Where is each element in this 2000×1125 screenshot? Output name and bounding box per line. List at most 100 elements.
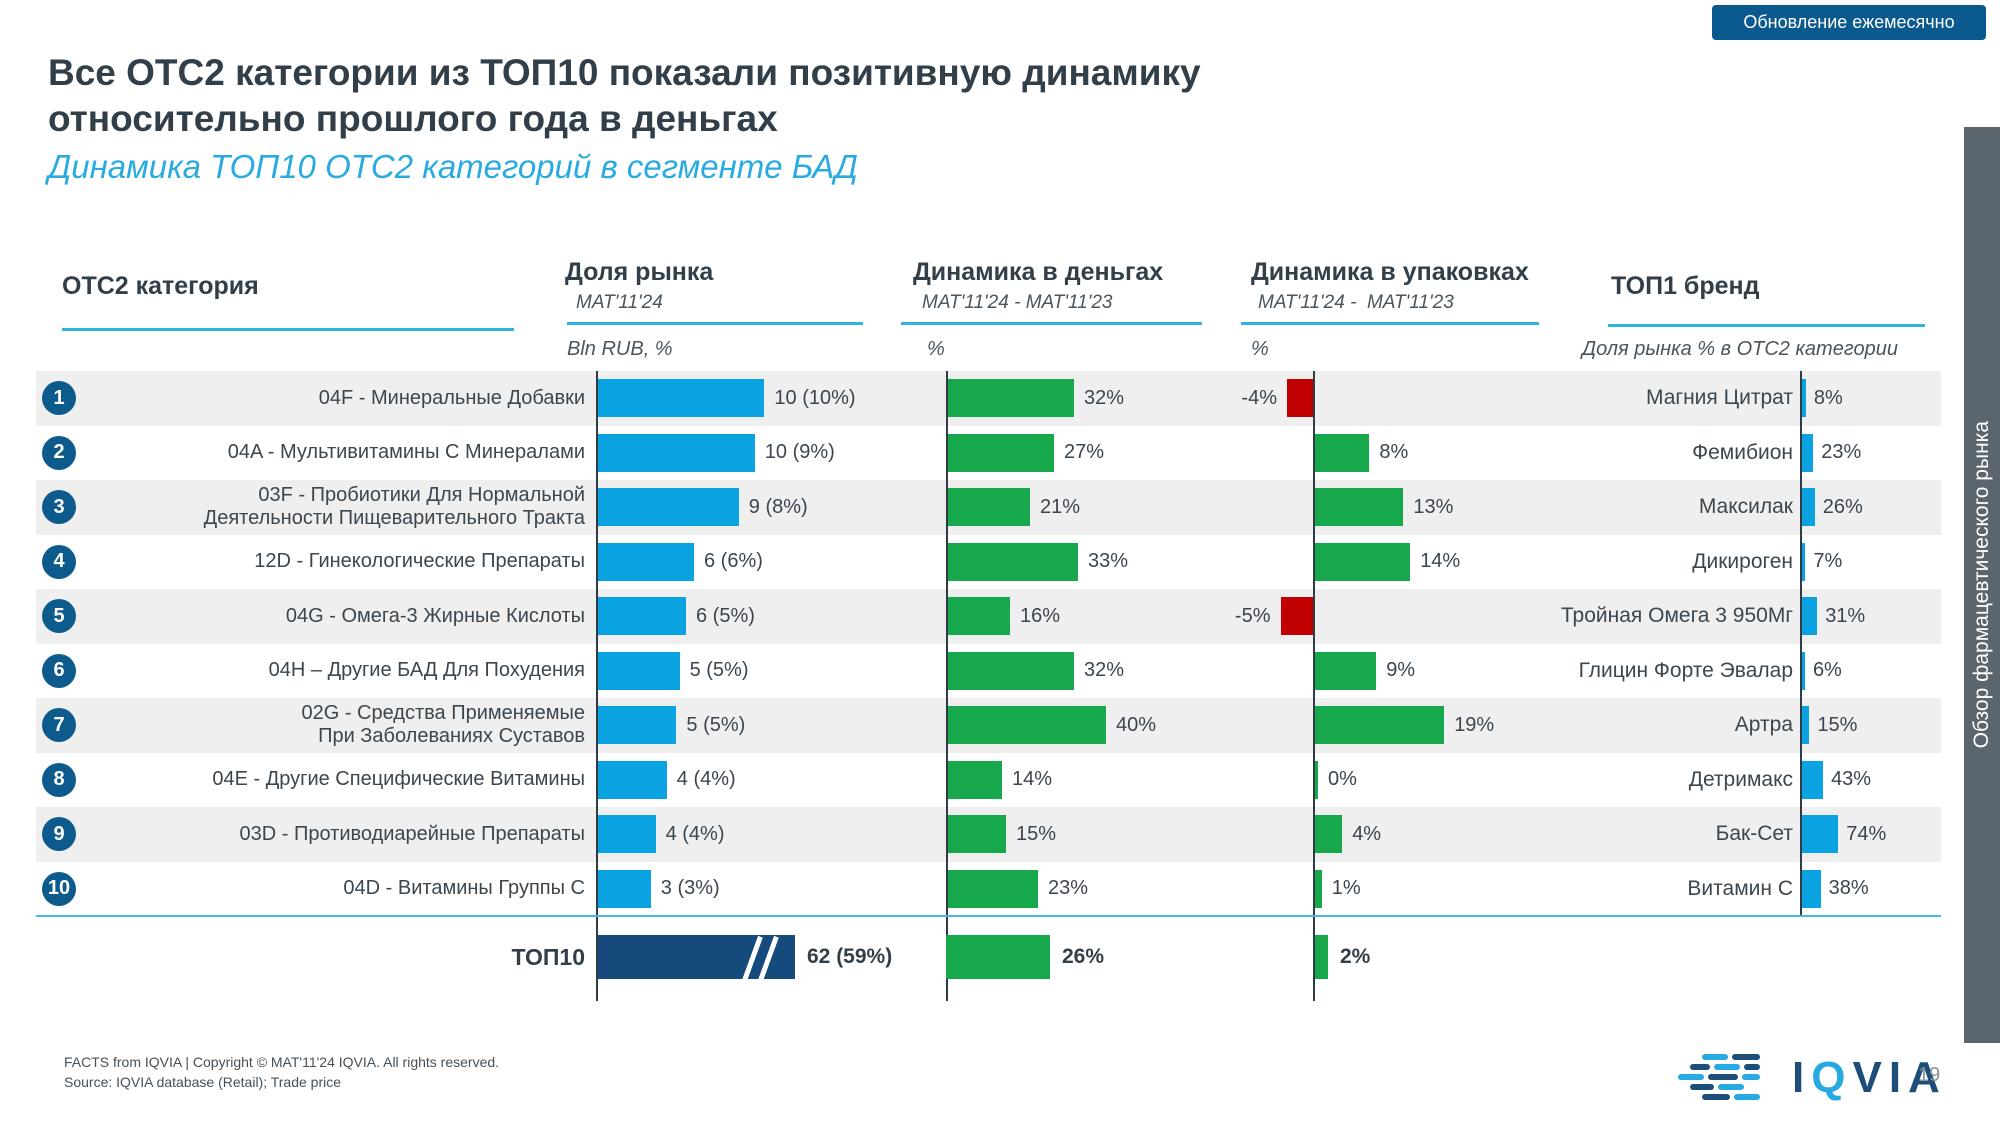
- table-row: 8 04E - Другие Специфические Витамины 4 (4…: [36, 752, 1941, 807]
- packs-growth-value: 0%: [1328, 768, 1357, 791]
- money-growth-bar: [946, 815, 1006, 853]
- category-label-line: 04F - Минеральные Добавки: [318, 386, 585, 409]
- category-label: 02G - Средства Применяемые При Заболевани…: [106, 698, 585, 753]
- category-label-line: 04A - Мультивитамины С Минералами: [227, 441, 585, 464]
- category-label-line: 03D - Противодиарейные Препараты: [239, 822, 585, 845]
- footer-line1: FACTS from IQVIA | Copyright © MAT'11'24…: [64, 1054, 500, 1070]
- brand-share-bar: [1802, 433, 1814, 472]
- share-value: 6 (5%): [696, 604, 755, 627]
- rank-badge: 8: [42, 762, 76, 797]
- packs-growth-bar: [1315, 433, 1370, 472]
- badge-label: Обновление ежемесячно: [1743, 12, 1955, 32]
- brand-share-bar: [1802, 651, 1805, 690]
- brand-share-bar: [1802, 542, 1806, 581]
- table-row: 5 04G - Омега-3 Жирные Кислоты 6 (5%) 16% -5…: [36, 589, 1941, 644]
- underline-category: [62, 328, 514, 331]
- col-unit-packs: %: [1251, 338, 1269, 360]
- category-label: 03F - Пробиотики Для Нормальной Деятельно…: [106, 480, 585, 535]
- packs-growth-bar: [1315, 488, 1404, 526]
- brand-share-value: 31%: [1825, 604, 1866, 627]
- category-label-line: 02G - Средства Применяемые: [301, 702, 585, 725]
- share-value: 3 (3%): [660, 877, 720, 900]
- share-value: 10 (10%): [774, 386, 856, 409]
- money-growth-value: 27%: [1064, 441, 1105, 464]
- total-label: ТОП10: [511, 943, 585, 970]
- brand-share-value: 38%: [1828, 877, 1869, 900]
- packs-growth-value: 1%: [1331, 877, 1361, 900]
- share-value: 4 (4%): [665, 822, 725, 845]
- packs-growth-value: -4%: [1241, 386, 1277, 409]
- category-label-line: 04E - Другие Специфические Витамины: [212, 768, 585, 791]
- brand-share-value: 8%: [1813, 386, 1843, 409]
- share-value: 9 (8%): [748, 495, 808, 518]
- top-brand-name: Витамин С: [1687, 876, 1793, 900]
- category-label: 04A - Мультивитамины С Минералами: [106, 426, 585, 481]
- brand-share-value: 15%: [1817, 713, 1858, 736]
- category-label-line: 03F - Пробиотики Для Нормальной: [258, 484, 585, 507]
- money-growth-bar: [946, 760, 1002, 799]
- rank-badge: 10: [42, 871, 76, 906]
- top-brand-name: Фемибион: [1692, 440, 1793, 464]
- category-label-line: 12D - Гинекологические Препараты: [254, 550, 585, 573]
- packs-growth-value: 9%: [1386, 659, 1416, 682]
- money-growth-bar: [946, 433, 1054, 472]
- axis-brand: [1800, 371, 1802, 916]
- underline-money: [901, 322, 1202, 325]
- category-label-line: 04G - Омега-3 Жирные Кислоты: [285, 604, 585, 627]
- share-bar: [598, 815, 656, 853]
- packs-growth-value: 14%: [1420, 550, 1461, 573]
- axis-money: [946, 371, 948, 1001]
- top-brand-name: Детримакс: [1688, 767, 1793, 791]
- money-growth-value: 23%: [1048, 877, 1089, 900]
- iqvia-logo-stripes: [1678, 1054, 1760, 1100]
- money-growth-bar: [946, 488, 1030, 526]
- table-row: 9 03D - Противодиарейные Препараты 4 (4%) 1…: [36, 807, 1941, 862]
- page-number: 19: [1918, 1064, 1941, 1086]
- category-label: 04D - Витамины Группы С: [106, 862, 585, 917]
- table-row: 3 03F - Пробиотики Для Нормальной Деятельн…: [36, 480, 1941, 535]
- footer-note: FACTS from IQVIA | Copyright © MAT'11'24…: [64, 1052, 499, 1092]
- money-growth-value: 15%: [1016, 822, 1057, 845]
- brand-share-value: 6%: [1812, 659, 1842, 682]
- share-bar: [598, 488, 739, 526]
- col-period-money: MAT'11'24 - MAT'11'23: [922, 292, 1113, 313]
- axis-share: [596, 371, 598, 1001]
- rank-badge: 9: [42, 817, 76, 851]
- section-tab: Обзор фармацевтического рынка: [1964, 127, 2000, 1043]
- money-growth-value: 16%: [1020, 604, 1061, 627]
- total-money-bar: [946, 935, 1050, 979]
- top-brand-name: Глицин Форте Эвалар: [1578, 658, 1793, 682]
- col-period-packs: MAT'11'24 - MAT'11'23: [1258, 292, 1454, 313]
- col-header-packs: Динамика в упаковках: [1251, 258, 1529, 286]
- col-header-share: Доля рынка: [565, 258, 714, 286]
- brand-share-value: 23%: [1821, 441, 1862, 464]
- total-packs-value: 2%: [1340, 945, 1371, 968]
- page-title-line1: Все ОТС2 категории из ТОП10 показали поз…: [48, 52, 1201, 93]
- rank-badge: 6: [42, 653, 76, 688]
- category-label-line: Деятельности Пищеварительного Тракта: [203, 507, 585, 530]
- brand-share-bar: [1802, 815, 1839, 853]
- total-row: ТОП10 62 (59%) 26% 2%: [36, 928, 1941, 993]
- brand-share-value: 26%: [1822, 495, 1863, 518]
- brand-share-value: 7%: [1813, 550, 1843, 573]
- iqvia-logo: IQVIA: [1668, 1052, 1947, 1104]
- brand-share-bar: [1802, 869, 1821, 908]
- packs-growth-value: 19%: [1454, 713, 1495, 736]
- iqvia-logo-text: IQVIA: [1792, 1053, 1947, 1102]
- col-header-money: Динамика в деньгах: [913, 258, 1164, 286]
- share-bar: [598, 433, 755, 472]
- money-growth-value: 33%: [1088, 550, 1129, 573]
- rank-badge: 2: [42, 435, 76, 470]
- footer-line2: Source: IQVIA database (Retail); Trade p…: [64, 1074, 342, 1090]
- money-growth-value: 40%: [1116, 713, 1157, 736]
- share-bar: [598, 542, 694, 581]
- col-header-category: ОТС2 категория: [62, 272, 259, 300]
- rank-badge: 7: [42, 708, 76, 742]
- share-value: 5 (5%): [686, 713, 746, 736]
- page-title: Все ОТС2 категории из ТОП10 показали поз…: [48, 50, 1201, 142]
- category-label-line: При Заболеваниях Суставов: [318, 725, 585, 748]
- share-value: 5 (5%): [689, 659, 749, 682]
- col-unit-money: %: [927, 338, 945, 360]
- money-growth-value: 14%: [1012, 768, 1053, 791]
- packs-growth-bar: [1315, 706, 1445, 744]
